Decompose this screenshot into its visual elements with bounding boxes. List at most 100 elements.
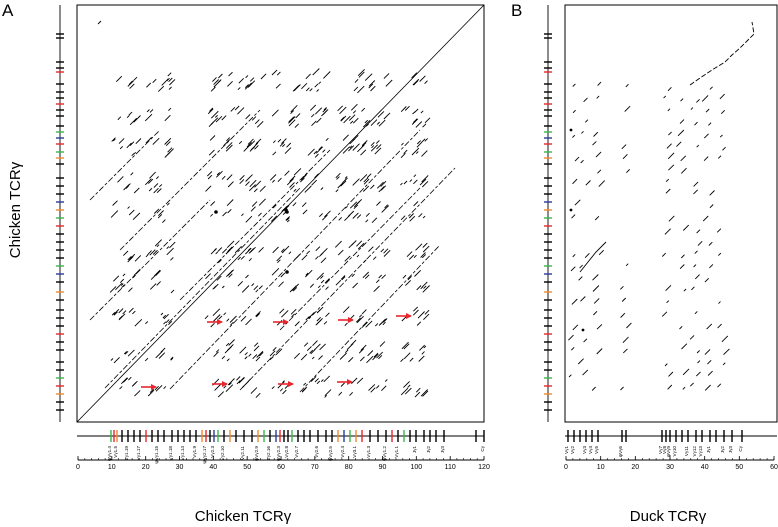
match-segment <box>362 185 370 192</box>
match-segment <box>375 279 380 284</box>
match-segment <box>717 252 722 256</box>
match-segment <box>127 256 134 263</box>
gene-label: Jγ3 <box>440 446 445 454</box>
match-segment <box>374 147 382 155</box>
match-segment <box>340 116 345 121</box>
match-segment <box>661 311 668 317</box>
match-blob <box>285 270 289 274</box>
match-segment <box>238 377 245 383</box>
match-segment <box>254 180 262 188</box>
match-segment <box>619 285 624 290</box>
match-segment <box>282 389 287 395</box>
match-segment <box>335 189 339 193</box>
match-segment <box>679 325 683 330</box>
match-segment <box>280 248 285 253</box>
match-segment <box>360 344 367 351</box>
match-segment <box>294 123 300 128</box>
match-segment <box>624 105 631 112</box>
match-segment <box>117 176 124 183</box>
match-segment <box>223 139 231 147</box>
match-segment <box>568 374 572 378</box>
match-segment <box>133 187 140 194</box>
match-segment <box>270 215 278 222</box>
match-segment <box>421 180 429 188</box>
match-segment <box>357 85 365 94</box>
match-segment <box>667 384 673 390</box>
match-segment <box>597 81 602 86</box>
match-segment <box>571 214 576 219</box>
match-segment <box>271 109 279 117</box>
match-segment <box>663 95 667 99</box>
match-segment <box>251 283 255 287</box>
match-segment <box>277 381 285 389</box>
match-segment <box>321 110 328 117</box>
y-axis-title: Chicken TCRγ <box>7 161 24 258</box>
match-segment <box>574 199 581 206</box>
match-segment <box>245 318 252 326</box>
match-segment <box>596 95 600 99</box>
ruler-tick-label: 40 <box>701 464 709 471</box>
match-segment <box>358 314 363 318</box>
match-segment <box>578 276 583 281</box>
match-segment <box>313 150 318 155</box>
ruler-tick-label: 70 <box>311 464 319 471</box>
match-segment <box>223 385 227 389</box>
gene-label: ψVγ1.15 <box>154 446 159 464</box>
match-segment <box>212 77 217 82</box>
match-segment <box>350 339 357 346</box>
match-segment <box>679 264 685 270</box>
match-segment <box>248 184 256 192</box>
match-segment <box>286 219 290 223</box>
repeat-diagonal <box>104 187 301 389</box>
match-segment <box>215 170 223 178</box>
match-segment <box>278 281 284 288</box>
match-segment <box>361 107 366 112</box>
match-segment <box>208 149 215 156</box>
match-segment <box>351 273 355 278</box>
match-segment <box>245 247 252 255</box>
match-segment <box>128 209 135 216</box>
match-segment <box>228 339 235 346</box>
match-segment <box>169 241 176 249</box>
match-segment <box>150 272 159 280</box>
match-segment <box>383 248 389 254</box>
match-segment <box>147 178 154 184</box>
match-segment <box>401 341 409 350</box>
match-segment <box>336 176 340 180</box>
match-segment <box>127 349 135 357</box>
match-segment <box>680 254 685 259</box>
match-segment <box>149 109 154 113</box>
match-segment <box>305 87 310 92</box>
match-segment <box>694 250 698 254</box>
match-segment <box>417 311 425 319</box>
match-segment <box>288 116 295 123</box>
match-segment <box>234 245 242 254</box>
match-segment <box>221 355 226 360</box>
match-segment <box>357 242 365 250</box>
match-segment <box>148 187 153 192</box>
match-segment <box>272 246 279 254</box>
match-segment <box>206 171 213 177</box>
match-segment <box>301 82 308 90</box>
match-segment <box>622 336 629 344</box>
match-segment <box>128 80 133 85</box>
match-segment <box>207 174 213 180</box>
match-segment <box>325 312 330 318</box>
match-segment <box>411 118 419 125</box>
match-segment <box>155 176 159 180</box>
match-segment <box>342 306 350 314</box>
match-segment <box>129 83 135 89</box>
match-segment <box>579 264 583 269</box>
match-segment <box>309 104 317 111</box>
match-segment <box>361 140 368 146</box>
match-segment <box>221 285 225 289</box>
match-blob <box>214 210 218 214</box>
match-segment <box>337 105 344 112</box>
match-segment <box>111 137 116 142</box>
match-segment <box>356 377 364 384</box>
match-segment <box>294 321 300 327</box>
match-segment <box>253 285 259 291</box>
match-segment <box>279 308 285 314</box>
gene-label: Vγ1.9 <box>192 446 197 458</box>
match-segment <box>376 181 384 189</box>
